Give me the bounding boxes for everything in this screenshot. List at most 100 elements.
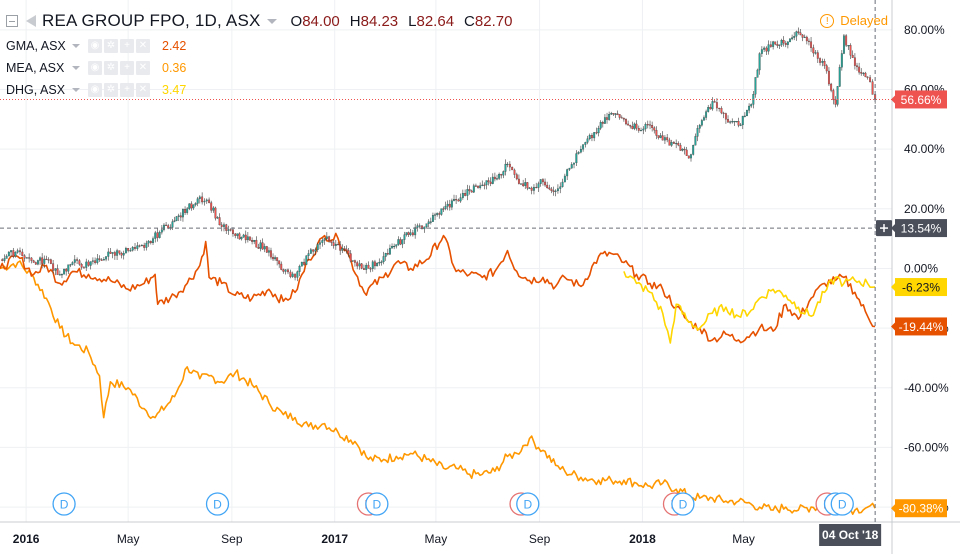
comparison-symbol[interactable]: DHG, ASX (6, 83, 66, 97)
event-circle (516, 492, 540, 516)
candle-body (517, 178, 520, 184)
candle (345, 245, 348, 254)
gear-icon[interactable]: ✲ (104, 39, 118, 53)
candle-body (294, 273, 297, 278)
candle (696, 125, 699, 142)
dividend-event-icon: D (205, 492, 230, 516)
candle-body (724, 113, 727, 120)
candle (748, 103, 751, 114)
candle-body (805, 36, 808, 42)
close-icon[interactable]: ✕ (136, 39, 150, 53)
candle-body (610, 113, 613, 115)
plus-icon[interactable]: + (120, 61, 134, 75)
candle-body (468, 189, 471, 192)
candle-body (325, 236, 328, 239)
close-icon[interactable]: ✕ (136, 83, 150, 97)
collapse-icon[interactable] (6, 15, 18, 27)
candle (175, 215, 178, 222)
candle-body (179, 215, 182, 218)
time-axis[interactable]: 2016 May Sep 2017 May Sep 2018 May (0, 521, 960, 546)
candle-body (500, 173, 503, 176)
price-scale[interactable]: 80.00%60.00%40.00%20.00%0.00%-20.00%-40.… (891, 0, 949, 554)
candle (756, 68, 759, 78)
candle (570, 162, 573, 169)
candle-body (309, 249, 312, 254)
candle (91, 257, 94, 265)
candle-body (603, 117, 606, 124)
candle (642, 126, 645, 135)
candle-body (289, 271, 292, 277)
event-label: D (838, 498, 847, 512)
symbol-title[interactable]: REA GROUP FPO, 1D, ASX (42, 11, 261, 30)
eye-icon[interactable]: ◉ (88, 83, 102, 97)
candle-body (303, 261, 306, 265)
candle (416, 223, 419, 232)
delayed-status[interactable]: ! Delayed (820, 13, 888, 28)
candle (500, 173, 503, 179)
candle (382, 251, 385, 265)
eye-icon[interactable]: ◉ (88, 39, 102, 53)
candle (300, 261, 303, 267)
price-label-bg (895, 219, 947, 238)
eye-icon[interactable]: ◉ (88, 61, 102, 75)
candle-body (305, 255, 308, 265)
dividend-event-icon: D (516, 492, 540, 516)
price-label-arrow (891, 504, 895, 513)
candle (588, 133, 591, 141)
series-line-mea (0, 260, 876, 515)
comparison-symbol[interactable]: GMA, ASX (6, 39, 66, 53)
candle (707, 104, 710, 113)
comparison-row-mea[interactable]: MEA, ASX ◉ ✲ + ✕ 0.36 (6, 59, 186, 77)
comparison-row-gma[interactable]: GMA, ASX ◉ ✲ + ✕ 2.42 (6, 37, 186, 55)
candle-body (138, 245, 141, 247)
candle-body (85, 261, 88, 268)
candle-body (67, 264, 70, 272)
candle-body (234, 233, 237, 236)
event-label: D (523, 498, 532, 512)
comparison-symbol[interactable]: MEA, ASX (6, 61, 65, 75)
series-line-dhg (623, 271, 876, 344)
candle-body (182, 209, 184, 218)
candle-body (163, 224, 165, 230)
candle-body (343, 248, 346, 250)
plus-icon[interactable]: + (120, 39, 134, 53)
candle (244, 230, 247, 244)
chevron-down-icon[interactable] (72, 88, 80, 92)
candle (767, 40, 770, 55)
candle-body (347, 250, 350, 254)
plus-icon[interactable]: + (120, 83, 134, 97)
candle-body (703, 117, 705, 121)
candle (334, 240, 337, 250)
candle-body (677, 143, 680, 146)
candle (530, 186, 533, 195)
candle (455, 195, 458, 204)
candle (429, 217, 432, 225)
candle (618, 114, 621, 120)
candle-body (63, 268, 66, 275)
candle-body (748, 105, 751, 111)
close-icon[interactable]: ✕ (136, 61, 150, 75)
delayed-label: Delayed (840, 13, 888, 28)
chevron-down-icon[interactable] (72, 44, 80, 48)
comparison-value: 3.47 (162, 83, 187, 97)
candle (373, 259, 376, 270)
candle (5, 254, 8, 259)
candle (539, 179, 542, 187)
comparison-row-dhg[interactable]: DHG, ASX ◉ ✲ + ✕ 3.47 (6, 81, 186, 99)
candle (305, 255, 308, 265)
chevron-down-icon[interactable] (266, 18, 277, 24)
candle (808, 38, 810, 46)
gear-icon[interactable]: ✲ (104, 83, 118, 97)
candle-body (707, 107, 710, 112)
candle-body (537, 183, 540, 188)
candle (468, 185, 471, 195)
candle-body (184, 209, 187, 213)
candle (56, 264, 59, 275)
gear-icon[interactable]: ✲ (104, 61, 118, 75)
candle (709, 103, 712, 110)
candle (597, 125, 600, 137)
chevron-down-icon[interactable] (72, 66, 80, 70)
candle-body (330, 240, 333, 243)
candle-body (76, 259, 79, 261)
